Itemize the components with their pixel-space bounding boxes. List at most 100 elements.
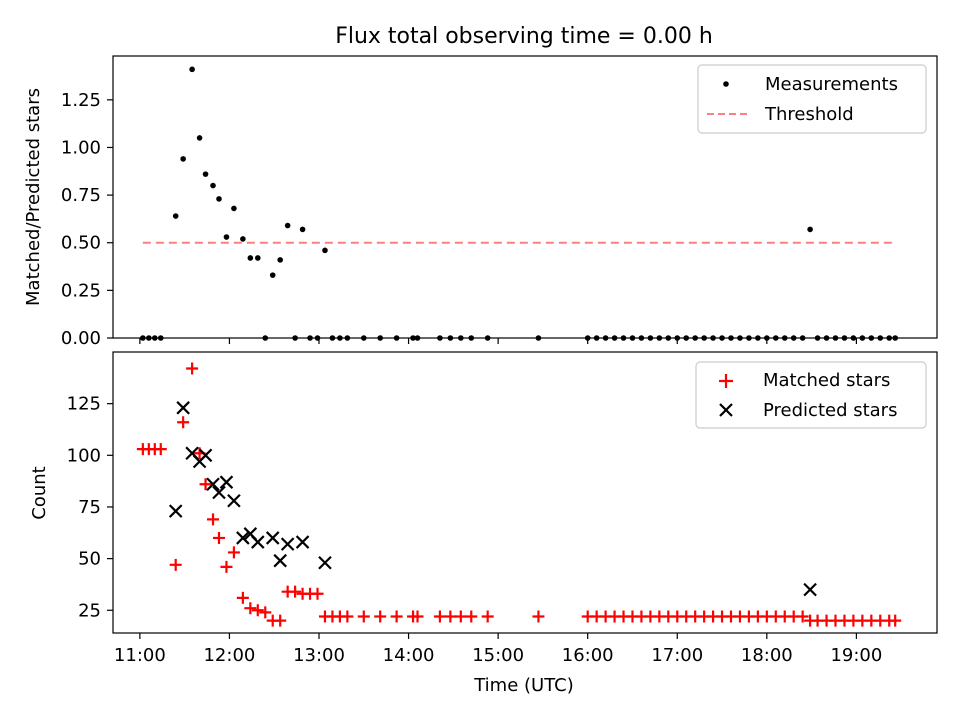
legend-predicted-label: Predicted stars <box>763 400 897 421</box>
measurement-point <box>172 213 179 219</box>
top-ytick-label: 1.00 <box>61 137 101 158</box>
bottom-marks <box>136 362 902 627</box>
bottom-xtick-label: 16:00 <box>562 645 614 666</box>
top-ticks: 0.00 0.25 0.50 0.75 1.00 1.25 <box>61 90 857 349</box>
measurement-point <box>269 272 276 278</box>
legend-threshold-label: Threshold <box>764 104 854 125</box>
top-legend-box <box>697 64 927 134</box>
bottom-xtick-label: 18:00 <box>741 645 793 666</box>
bottom-ticks: 11:00 12:00 13:00 14:00 15:00 16:00 17:00 18:00… <box>67 394 883 666</box>
bottom-chart: Count Time (UTC) 11:00 12:00 13:00 14:00 15:… <box>29 351 938 696</box>
matched-star-point <box>177 416 190 429</box>
legend-measurements-marker <box>723 81 729 87</box>
matched-star-point <box>532 610 545 623</box>
bottom-xtick-label: 14:00 <box>383 645 435 666</box>
matched-star-point <box>207 513 220 526</box>
bottom-chart-ylabel: Count <box>29 466 50 519</box>
matched-star-point <box>465 610 478 623</box>
predicted-star-point <box>219 475 234 489</box>
predicted-star-point <box>265 531 280 545</box>
matched-star-point <box>236 591 249 604</box>
top-chart: Flux total observing time = 0.00 h Match… <box>23 24 938 349</box>
predicted-star-point <box>236 531 250 545</box>
bottom-legend-box <box>695 361 927 429</box>
matched-star-point <box>186 362 199 375</box>
measurement-point <box>202 171 209 177</box>
top-ytick-label: 0.25 <box>61 280 101 301</box>
matched-star-point <box>244 602 257 615</box>
matched-star-point <box>154 443 167 456</box>
predicted-star-point <box>318 555 332 570</box>
measurement-point <box>284 222 291 229</box>
measurement-point <box>210 182 216 189</box>
matched-star-point <box>289 585 302 598</box>
bottom-legend: Matched stars Predicted stars <box>695 361 927 429</box>
top-chart-title: Flux total observing time = 0.00 h <box>335 24 713 49</box>
top-ytick-label: 0.00 <box>61 328 101 349</box>
measurement-point <box>277 257 283 263</box>
bottom-xtick-label: 13:00 <box>293 645 345 666</box>
matched-star-point <box>259 606 272 619</box>
matched-star-point <box>341 610 354 623</box>
bottom-ytick-label: 25 <box>78 600 101 621</box>
predicted-star-point <box>176 401 190 415</box>
top-legend: Measurements Threshold <box>697 64 927 134</box>
matched-star-point <box>274 614 287 627</box>
predicted-star-point <box>273 553 287 568</box>
predicted-star-point <box>212 485 226 500</box>
predicted-star-point <box>251 535 265 549</box>
measurement-point <box>231 205 237 212</box>
matched-star-point <box>433 610 446 623</box>
measurement-point <box>216 196 222 202</box>
bottom-chart-xlabel: Time (UTC) <box>473 675 574 696</box>
measurement-point <box>240 236 246 242</box>
matched-star-point <box>481 610 494 623</box>
measurement-point <box>299 226 306 233</box>
matched-star-point <box>220 560 233 573</box>
matched-star-point <box>357 610 370 623</box>
legend-matched-label: Matched stars <box>763 370 890 391</box>
measurement-point <box>223 234 230 240</box>
bottom-xtick-label: 19:00 <box>830 645 882 666</box>
matched-star-point <box>227 546 240 559</box>
measurement-point <box>254 255 261 261</box>
bottom-ytick-label: 125 <box>67 394 101 415</box>
legend-predicted-marker <box>719 403 733 417</box>
bottom-ytick-label: 75 <box>78 497 101 518</box>
top-axes-frame <box>112 55 938 339</box>
top-ytick-label: 0.50 <box>61 233 101 254</box>
bottom-ytick-label: 50 <box>78 549 101 570</box>
measurement-point <box>247 255 254 261</box>
top-chart-ylabel: Matched/Predicted stars <box>23 88 44 306</box>
matched-star-point <box>374 610 387 623</box>
predicted-star-point <box>227 493 241 508</box>
measurement-point <box>807 226 813 233</box>
matched-star-point <box>889 614 902 627</box>
predicted-star-point <box>280 537 295 551</box>
matched-star-point <box>212 531 225 544</box>
top-ytick-label: 0.75 <box>61 185 101 206</box>
matched-star-point <box>390 610 403 623</box>
matched-star-point <box>199 478 212 491</box>
matched-star-point <box>454 610 467 623</box>
predicted-star-point <box>168 504 183 518</box>
matched-star-point <box>311 587 324 600</box>
predicted-star-point <box>803 582 817 597</box>
matched-star-point <box>251 604 264 617</box>
bottom-xtick-label: 11:00 <box>114 645 166 666</box>
predicted-star-point <box>198 448 213 463</box>
measurement-point <box>180 156 186 162</box>
bottom-axes-frame <box>112 351 938 634</box>
matched-star-point <box>169 558 182 571</box>
matched-star-point <box>411 610 424 623</box>
bottom-xtick-label: 12:00 <box>203 645 255 666</box>
measurement-point <box>196 135 203 141</box>
predicted-star-point <box>295 535 310 549</box>
legend-measurements-label: Measurements <box>765 74 898 95</box>
measurement-point <box>322 247 328 254</box>
legend-matched-marker <box>719 374 733 388</box>
matched-star-point <box>444 610 457 623</box>
measurement-point <box>189 66 195 73</box>
matched-star-point <box>796 610 809 623</box>
